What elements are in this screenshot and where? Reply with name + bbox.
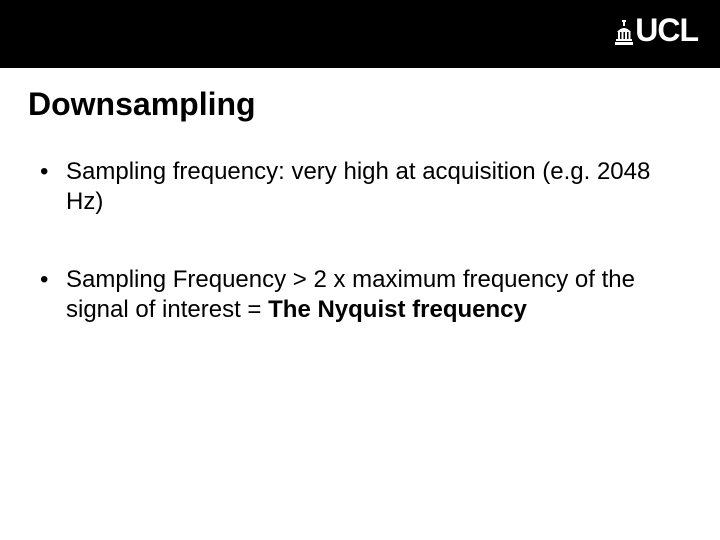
ucl-logo: UCL (615, 14, 698, 46)
bullet-bold: The Nyquist frequency (268, 296, 527, 323)
ucl-dome-icon (615, 20, 633, 46)
bullet-item: Sampling frequency: very high at acquisi… (40, 157, 680, 217)
slide-title: Downsampling (0, 68, 720, 133)
bullet-text: Sampling frequency: very high at acquisi… (66, 158, 650, 215)
ucl-logo-text: UCL (635, 14, 698, 46)
header-bar: UCL (0, 0, 720, 68)
bullet-list: Sampling frequency: very high at acquisi… (0, 133, 720, 325)
bullet-item: Sampling Frequency > 2 x maximum frequen… (40, 265, 680, 325)
